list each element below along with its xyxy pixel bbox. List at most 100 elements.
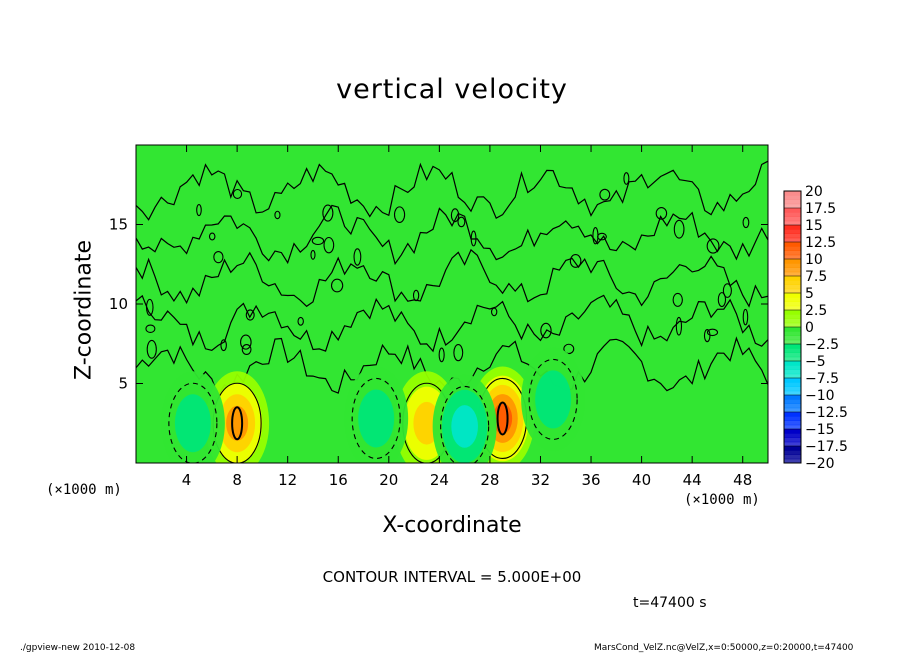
- colorbar-label: −5: [805, 354, 826, 370]
- colorbar-segment: [784, 233, 801, 239]
- contour-loop: [599, 188, 611, 201]
- x-tick-label: 44: [683, 471, 702, 489]
- colorbar-segment: [784, 271, 801, 277]
- x-tick-label: 40: [632, 471, 651, 489]
- colorbar-label: −7.5: [805, 371, 839, 387]
- colorbar-segment: [784, 390, 801, 396]
- x-tick-label: 4: [182, 471, 192, 489]
- colorbar-segment: [784, 301, 801, 307]
- contour-loop: [655, 207, 668, 220]
- colorbar-label: −12.5: [805, 405, 848, 421]
- contour-loop: [353, 248, 362, 266]
- colorbar-segment: [784, 335, 801, 341]
- colorbar-segment: [784, 216, 801, 222]
- colorbar-segment: [784, 365, 801, 370]
- x-tick-label: 28: [480, 471, 499, 489]
- colorbar-segment: [784, 395, 801, 400]
- colorbar-segment: [784, 314, 801, 319]
- colorbar-segment: [784, 386, 801, 392]
- colorbar-segment: [784, 276, 801, 281]
- y-tick-label: 5: [118, 375, 128, 393]
- contour-line: [136, 294, 768, 353]
- colorbar-segment: [784, 352, 801, 358]
- contour-loop: [220, 339, 227, 352]
- colorbar-segment: [784, 399, 801, 404]
- x-tick-label: 8: [232, 471, 242, 489]
- colorbar-segment: [784, 412, 801, 417]
- contour-loop: [245, 309, 255, 321]
- contour-loop: [491, 307, 498, 317]
- x-tick-label: 36: [581, 471, 600, 489]
- colorbar-segment: [784, 220, 801, 226]
- colorbar-segment: [784, 259, 801, 264]
- contour-loop: [569, 254, 582, 268]
- colorbar-segment: [784, 373, 801, 379]
- colorbar-segment: [784, 454, 801, 460]
- colorbar-segment: [784, 280, 801, 285]
- x-axis-label: X-coordinate: [382, 513, 522, 538]
- colorbar-label: 2.5: [805, 303, 827, 319]
- colorbar-segment: [784, 212, 801, 217]
- colorbar-segment: [784, 327, 801, 332]
- colorbar-segment: [784, 284, 801, 290]
- contour-loop: [706, 328, 719, 337]
- contour-line: [136, 248, 768, 308]
- colorbar-segment: [784, 191, 801, 196]
- colorbar-segment: [784, 382, 801, 387]
- x-axis: 4 8 12 16 20 24 28 32 36 40 44 48: [182, 145, 752, 489]
- x-tick-label: 48: [733, 471, 752, 489]
- colorbar-segment: [784, 356, 801, 362]
- colorbar-label: 7.5: [805, 269, 827, 285]
- colorbar-segment: [784, 288, 801, 294]
- contour-loop: [393, 206, 406, 223]
- contour-loop: [145, 298, 154, 316]
- footer-right: MarsCond_VelZ.nc@VelZ,x=0:50000,z=0:2000…: [594, 643, 854, 653]
- contour-loop: [450, 208, 460, 223]
- downdraft-cell: [432, 374, 497, 463]
- y-tick-label: 15: [109, 216, 128, 234]
- contour-loop: [592, 227, 599, 245]
- contour-line: [136, 160, 768, 221]
- downdraft-cell: [521, 347, 586, 452]
- colorbar-segment: [784, 446, 801, 451]
- contour-loop: [323, 236, 335, 254]
- contour-loop: [146, 339, 157, 359]
- colorbar-segment: [784, 369, 801, 375]
- contour-loop: [438, 347, 445, 363]
- colorbar-segment: [784, 339, 801, 345]
- colorbar-segment: [784, 310, 801, 315]
- contour-loop: [453, 344, 464, 362]
- colorbar-segment: [784, 361, 801, 366]
- contour-loop: [717, 292, 727, 308]
- contour-loop: [742, 216, 750, 229]
- colorbar-segment: [784, 433, 801, 438]
- colorbar-segment: [784, 450, 801, 455]
- contour-loop: [722, 283, 732, 298]
- colorbar-segment: [784, 318, 801, 324]
- colorbar-label: 10: [805, 252, 823, 268]
- colorbar-segment: [784, 429, 801, 434]
- contour-loop: [232, 188, 243, 200]
- colorbar-segment: [784, 437, 801, 443]
- colorbar-segment: [784, 246, 801, 251]
- contour-loop: [540, 322, 552, 339]
- colorbar-segment: [784, 441, 801, 447]
- colorbar-segment: [784, 403, 801, 409]
- downdraft-cell: [344, 366, 409, 463]
- contour-loop: [208, 232, 216, 241]
- contour-interval-label: CONTOUR INTERVAL = 5.000E+00: [322, 568, 582, 586]
- contour-loop: [297, 316, 304, 326]
- contour-loop: [196, 203, 202, 217]
- colorbar-segment: [784, 267, 801, 273]
- colorbar-segment: [784, 254, 801, 260]
- colorbar-segment: [784, 250, 801, 256]
- contour-loop: [213, 250, 224, 264]
- colorbar-segment: [784, 344, 801, 349]
- x-tick-label: 12: [278, 471, 297, 489]
- colorbar-segment: [784, 229, 801, 234]
- y-tick-label: 10: [109, 295, 128, 313]
- y-axis: 5 10 15: [109, 216, 768, 393]
- colorbar-segment: [784, 348, 801, 353]
- colorbar-label: −17.5: [805, 439, 848, 455]
